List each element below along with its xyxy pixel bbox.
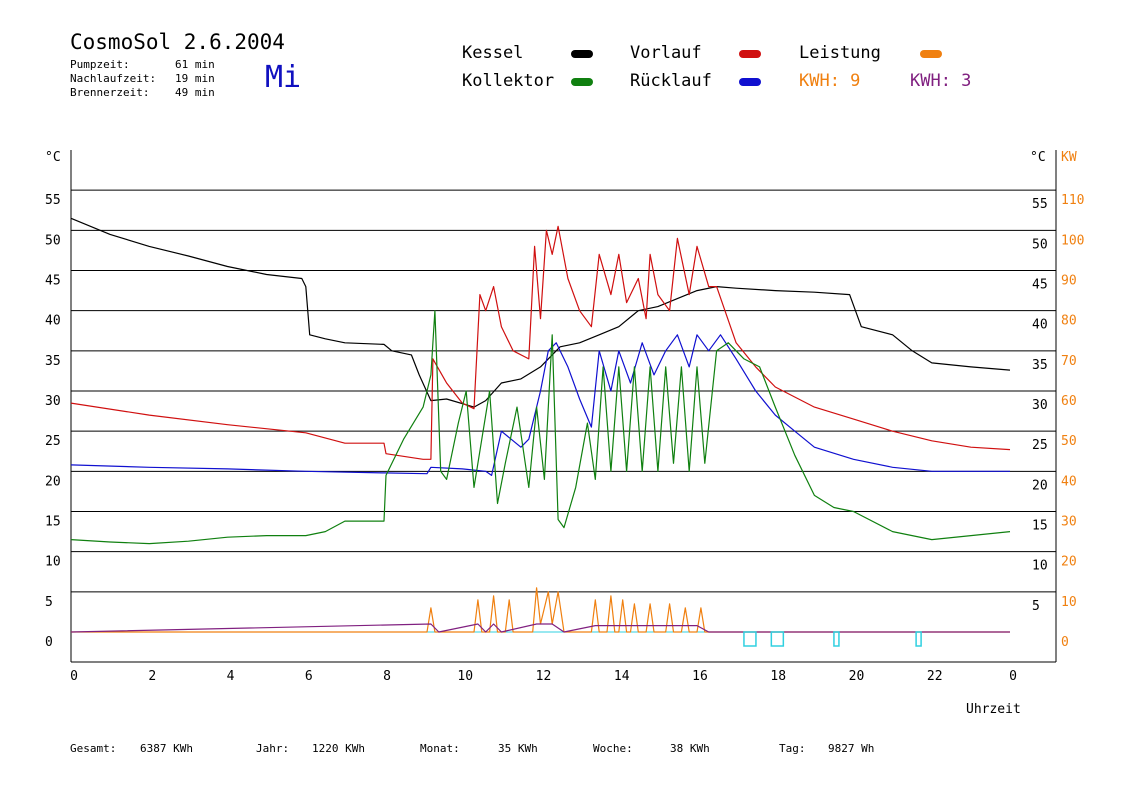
- x-tick-11: 22: [927, 669, 943, 684]
- x-tick-6: 12: [536, 669, 552, 684]
- y-tick-left-25: 25: [45, 434, 61, 449]
- stat-nachlaufzeit-value: 19 min: [175, 72, 215, 85]
- legend-ruecklauf-label: Rücklauf: [630, 71, 712, 91]
- legend-kessel-label: Kessel: [462, 43, 524, 63]
- weekday-label: Mi: [265, 60, 302, 95]
- footer-gesamt-value: 6387 KWh: [140, 742, 193, 755]
- marker-3: [833, 631, 840, 647]
- x-tick-0: 0: [70, 669, 78, 684]
- y-tick-power-50: 50: [1061, 434, 1077, 449]
- y-tick-right-30: 30: [1032, 398, 1048, 413]
- chart-axes: [70, 150, 1057, 663]
- y-tick-power-0: 0: [1061, 635, 1069, 650]
- footer-tag-value: 9827 Wh: [828, 742, 875, 755]
- y-axis-unit-left: °C: [45, 150, 61, 165]
- series-vorlauf: [70, 225, 1011, 460]
- y-tick-power-110: 110: [1061, 193, 1084, 208]
- x-tick-9: 18: [770, 669, 786, 684]
- x-tick-4: 8: [383, 669, 391, 684]
- footer-jahr-value: 1220 KWh: [312, 742, 365, 755]
- y-tick-right-55: 55: [1032, 197, 1048, 212]
- chart-series: [70, 217, 1011, 633]
- x-tick-10: 20: [849, 669, 865, 684]
- y-tick-right-10: 10: [1032, 559, 1048, 574]
- legend-leistung-label: Leistung: [799, 43, 881, 63]
- legend-kollektor-label: Kollektor: [462, 71, 555, 91]
- series-kwh2: [70, 623, 1010, 633]
- y-axis-unit-right: °C: [1030, 150, 1046, 165]
- legend-vorlauf-label: Vorlauf: [630, 43, 702, 63]
- y-tick-left-50: 50: [45, 233, 61, 248]
- chart-markers: [743, 631, 922, 647]
- y-tick-right-50: 50: [1032, 237, 1048, 252]
- y-tick-right-25: 25: [1032, 438, 1048, 453]
- x-tick-12: 0: [1009, 669, 1017, 684]
- y-tick-right-20: 20: [1032, 478, 1048, 493]
- footer-tag-label: Tag:: [779, 742, 806, 755]
- y-tick-right-40: 40: [1032, 318, 1048, 333]
- y-tick-power-30: 30: [1061, 515, 1077, 530]
- y-tick-left-10: 10: [45, 555, 61, 570]
- y-tick-left-35: 35: [45, 354, 61, 369]
- stat-pumpzeit-value: 61 min: [175, 58, 215, 71]
- footer-woche-label: Woche:: [593, 742, 633, 755]
- y-tick-power-80: 80: [1061, 314, 1077, 329]
- y-tick-power-60: 60: [1061, 394, 1077, 409]
- y-tick-right-35: 35: [1032, 358, 1048, 373]
- y-tick-right-45: 45: [1032, 278, 1048, 293]
- y-tick-power-100: 100: [1061, 233, 1084, 248]
- series-ruecklauf: [70, 334, 1010, 476]
- legend-ruecklauf-swatch: [739, 78, 761, 86]
- y-tick-left-15: 15: [45, 515, 61, 530]
- y-tick-left-55: 55: [45, 193, 61, 208]
- y-tick-power-10: 10: [1061, 595, 1077, 610]
- x-tick-2: 4: [227, 669, 235, 684]
- x-tick-7: 14: [614, 669, 630, 684]
- legend-leistung-swatch: [920, 50, 942, 58]
- x-tick-1: 2: [148, 669, 156, 684]
- series-kessel: [70, 217, 1011, 408]
- x-axis-label: Uhrzeit: [966, 702, 1021, 717]
- y-tick-left-5: 5: [45, 595, 53, 610]
- legend-kollektor-swatch: [571, 78, 593, 86]
- stat-brennerzeit-label: Brennerzeit:: [70, 86, 150, 99]
- footer-woche-value: 38 KWh: [670, 742, 710, 755]
- x-tick-3: 6: [305, 669, 313, 684]
- y-tick-left-30: 30: [45, 394, 61, 409]
- chart-title: CosmoSol 2.6.2004: [70, 30, 285, 54]
- stat-nachlaufzeit-label: Nachlaufzeit:: [70, 72, 157, 85]
- marker-4: [915, 631, 922, 647]
- x-tick-5: 10: [457, 669, 473, 684]
- legend-kwh-total: KWH: 9: [799, 71, 861, 91]
- y-axis-unit-power: KW: [1061, 150, 1077, 165]
- legend-kwh-secondary: KWH: 3: [910, 71, 972, 91]
- legend-vorlauf-swatch: [739, 50, 761, 58]
- series-leistung: [71, 587, 1010, 633]
- marker-2: [770, 631, 785, 647]
- footer-monat-value: 35 KWh: [498, 742, 538, 755]
- stat-brennerzeit-value: 49 min: [175, 86, 215, 99]
- y-tick-right-5: 5: [1032, 599, 1040, 614]
- y-tick-left-0: 0: [45, 635, 53, 650]
- footer-monat-label: Monat:: [420, 742, 460, 755]
- chart-grid: [71, 189, 1056, 593]
- x-tick-8: 16: [692, 669, 708, 684]
- y-tick-right-15: 15: [1032, 519, 1048, 534]
- stat-pumpzeit-label: Pumpzeit:: [70, 58, 130, 71]
- series-kollektor: [70, 310, 1011, 545]
- y-tick-left-20: 20: [45, 474, 61, 489]
- y-tick-left-40: 40: [45, 314, 61, 329]
- footer-gesamt-label: Gesamt:: [70, 742, 117, 755]
- y-tick-power-70: 70: [1061, 354, 1077, 369]
- y-tick-power-90: 90: [1061, 274, 1077, 289]
- y-tick-left-45: 45: [45, 274, 61, 289]
- marker-1: [743, 631, 757, 647]
- chart-tick-labels: 0510152025303540455055510152025303540455…: [45, 193, 1084, 684]
- legend-kessel-swatch: [571, 50, 593, 58]
- y-tick-power-40: 40: [1061, 474, 1077, 489]
- y-tick-power-20: 20: [1061, 555, 1077, 570]
- footer-jahr-label: Jahr:: [256, 742, 290, 755]
